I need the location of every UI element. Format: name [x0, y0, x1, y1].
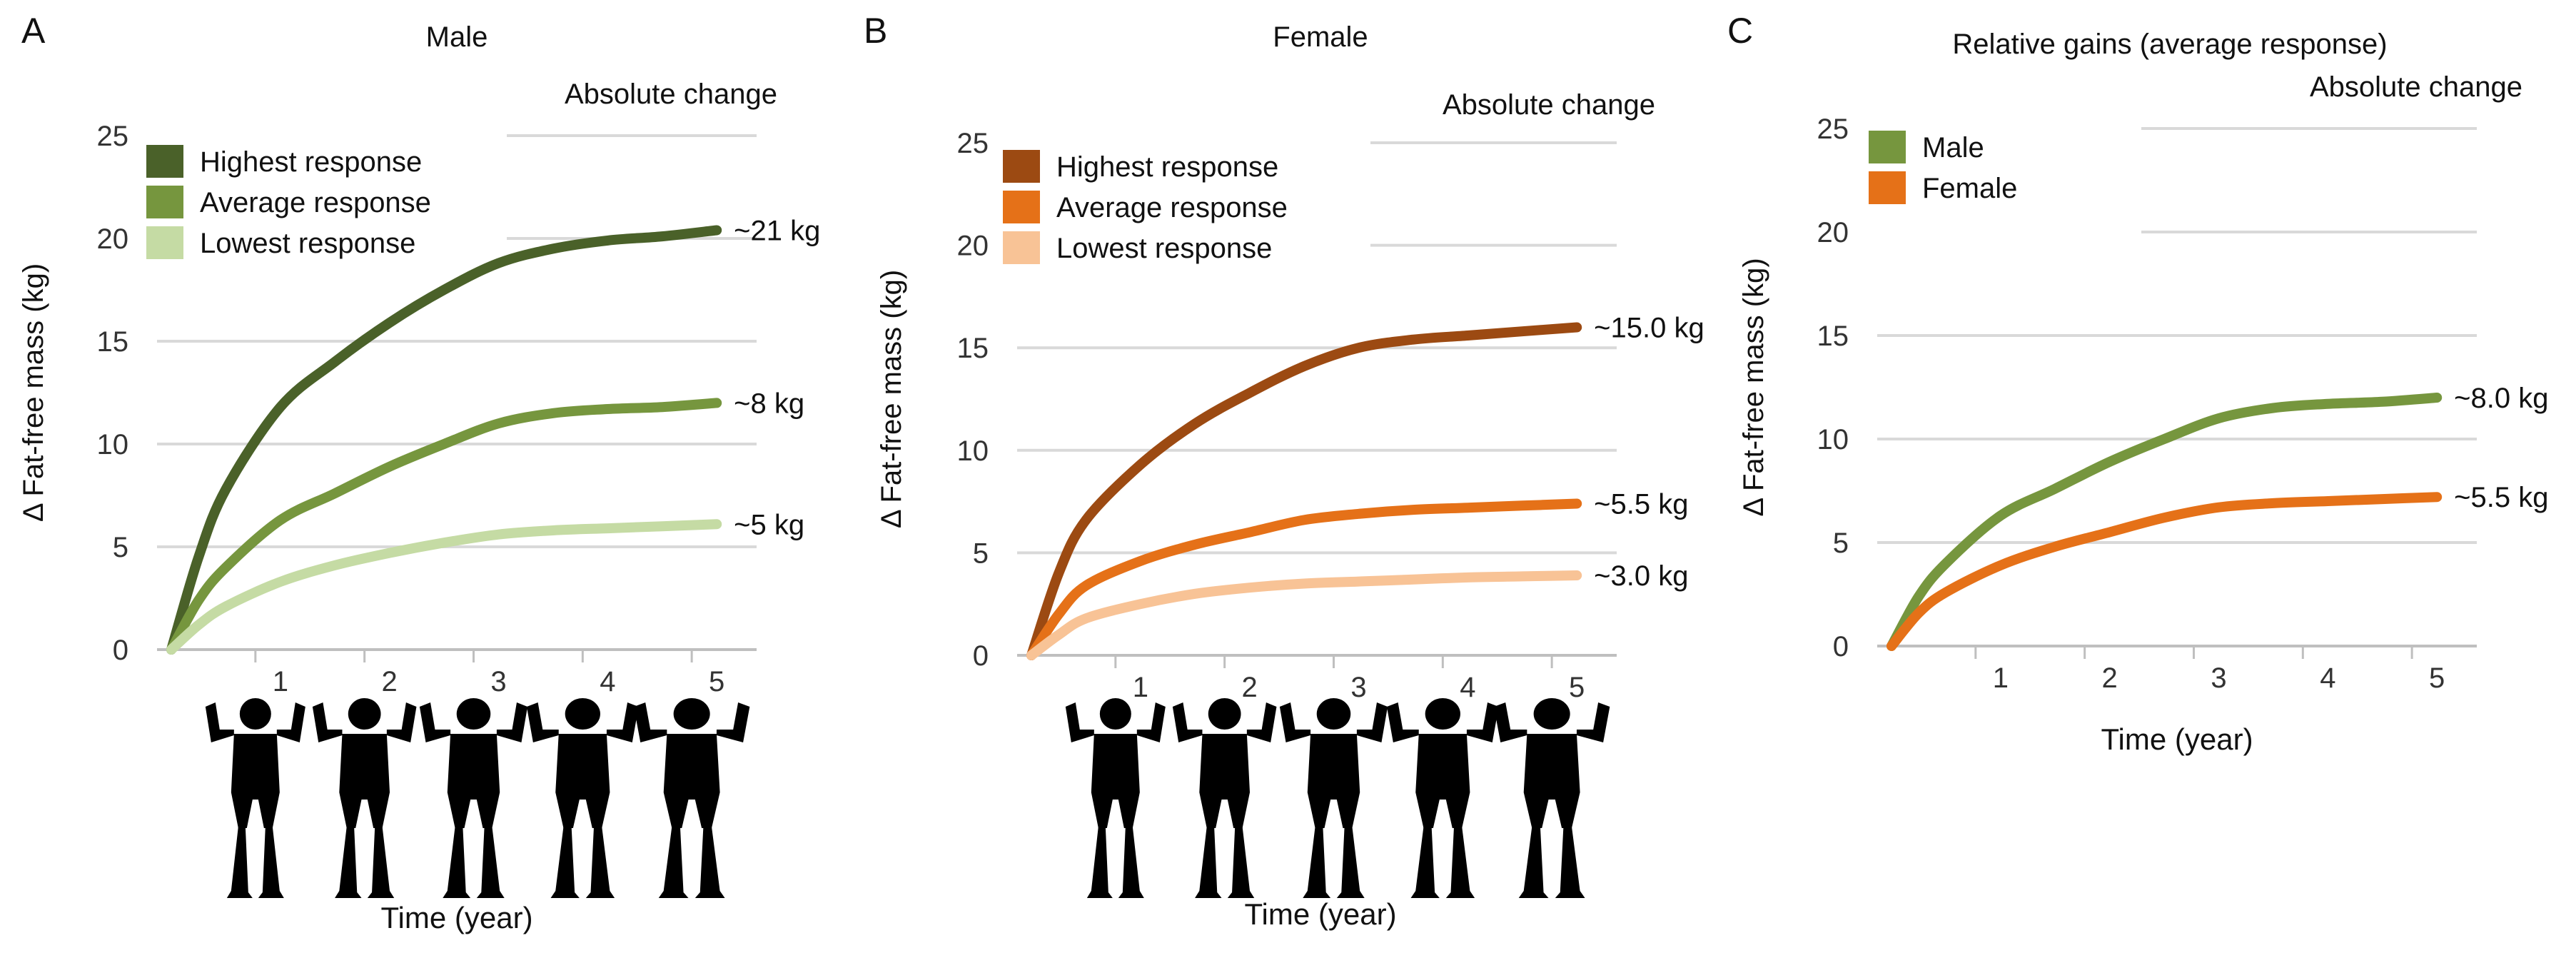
x-tick-label: 2 [382, 666, 398, 697]
legend-swatch [1003, 150, 1040, 183]
legend-swatch [1003, 191, 1040, 223]
chart-panel-a: A Male Absolute change 0 5 10 15 20 25 1 2 3 4 5 Δ Fat… [18, 11, 820, 934]
muscle-figure-icon [633, 698, 750, 898]
x-tick-label: 5 [709, 666, 724, 697]
y-axis-label: Δ Fat-free mass (kg) [876, 270, 907, 528]
y-tick-label: 5 [113, 532, 128, 563]
y-tick-label: 5 [1833, 528, 1849, 559]
series-line-female [1886, 492, 2443, 651]
series-line-average-response [1026, 498, 1582, 660]
series-line-male [1886, 393, 2443, 651]
y-tick-label: 20 [957, 231, 989, 262]
y-tick-label: 5 [973, 538, 989, 569]
chart-subtitle: Absolute change [1443, 89, 1655, 121]
muscle-figure-icon [419, 698, 528, 898]
series-line-average-response [166, 398, 722, 655]
x-axis-label: Time (year) [2101, 722, 2253, 756]
x-tick-label: 1 [273, 666, 288, 697]
y-tick-label: 15 [97, 326, 129, 358]
x-axis-label: Time (year) [1244, 897, 1396, 931]
legend-swatch [146, 145, 183, 178]
x-tick-label: 3 [490, 666, 506, 697]
x-tick-label: 3 [2211, 662, 2226, 694]
x-tick-label: 5 [1569, 672, 1585, 703]
y-tick-label: 0 [1833, 631, 1849, 662]
legend-label: Lowest response [1056, 233, 1272, 264]
series-end-label: ~8 kg [734, 388, 804, 419]
series-line-lowest-response [1026, 570, 1582, 660]
muscle-figure-icon [1172, 698, 1277, 898]
legend-swatch [1869, 131, 1906, 163]
y-tick-label: 15 [957, 333, 989, 364]
series-line-lowest-response [166, 519, 722, 655]
legend-label: Female [1922, 173, 2017, 204]
series-end-label: ~3.0 kg [1594, 560, 1688, 592]
series-end-label: ~5 kg [734, 509, 804, 540]
x-tick-label: 4 [600, 666, 615, 697]
x-tick-label: 3 [1350, 672, 1366, 703]
panel-letter: A [21, 11, 46, 51]
y-tick-label: 15 [1817, 321, 1849, 352]
series-end-label: ~8.0 kg [2454, 383, 2548, 414]
legend-label: Average response [200, 187, 431, 218]
y-tick-label: 10 [97, 429, 129, 460]
x-tick-label: 1 [1133, 672, 1148, 703]
series-line-highest-response [166, 225, 722, 655]
legend-swatch [1003, 231, 1040, 264]
y-tick-label: 25 [97, 121, 129, 152]
series-end-label: ~15.0 kg [1594, 312, 1704, 343]
muscle-figure-icon [1065, 698, 1166, 898]
chart-panel-b: B Female Absolute change 0 5 10 15 20 25 1 2 3 4 5 Δ F… [864, 11, 1704, 931]
y-tick-label: 0 [113, 635, 128, 666]
chart-subtitle: Absolute change [2310, 71, 2522, 103]
y-axis-label: Δ Fat-free mass (kg) [18, 263, 49, 522]
muscle-figure-icon [1386, 698, 1499, 898]
legend-swatch [146, 226, 183, 259]
muscle-figure-icon [1279, 698, 1388, 898]
y-tick-label: 0 [973, 640, 989, 672]
y-tick-label: 25 [957, 128, 989, 159]
chart-title: Relative gains (average response) [1952, 29, 2387, 60]
series-end-label: ~21 kg [734, 215, 820, 246]
legend-label: Highest response [200, 146, 422, 178]
muscle-figure-icon [312, 698, 417, 898]
legend-label: Lowest response [200, 228, 415, 259]
series-end-label: ~5.5 kg [1594, 488, 1688, 520]
y-axis-label: Δ Fat-free mass (kg) [1738, 258, 1769, 516]
chart-title: Male [426, 21, 488, 53]
y-tick-label: 20 [97, 223, 129, 255]
x-tick-label: 5 [2429, 662, 2445, 694]
panel-letter: B [864, 11, 887, 51]
y-tick-label: 10 [1817, 424, 1849, 455]
chart-subtitle: Absolute change [565, 79, 777, 110]
y-tick-label: 25 [1817, 114, 1849, 145]
y-tick-label: 10 [957, 435, 989, 467]
legend-swatch [146, 186, 183, 218]
panel-letter: C [1727, 11, 1753, 51]
muscle-figure-icon [205, 698, 305, 898]
legend-label: Average response [1056, 192, 1288, 223]
x-tick-label: 2 [2102, 662, 2118, 694]
legend-label: Highest response [1056, 151, 1278, 183]
x-tick-label: 1 [1993, 662, 2009, 694]
y-tick-label: 20 [1817, 217, 1849, 248]
x-axis-label: Time (year) [380, 901, 532, 934]
chart-panel-c: C Relative gains (average response) Absolu… [1727, 11, 2548, 756]
muscle-figure-icon [526, 698, 639, 898]
x-tick-label: 4 [1460, 672, 1475, 703]
x-tick-label: 4 [2320, 662, 2335, 694]
x-tick-label: 2 [1242, 672, 1258, 703]
muscle-figure-icon [1493, 698, 1610, 898]
series-end-label: ~5.5 kg [2454, 482, 2548, 513]
legend-label: Male [1922, 132, 1984, 163]
chart-title: Female [1273, 21, 1368, 53]
legend-swatch [1869, 171, 1906, 204]
series-line-highest-response [1026, 322, 1582, 660]
